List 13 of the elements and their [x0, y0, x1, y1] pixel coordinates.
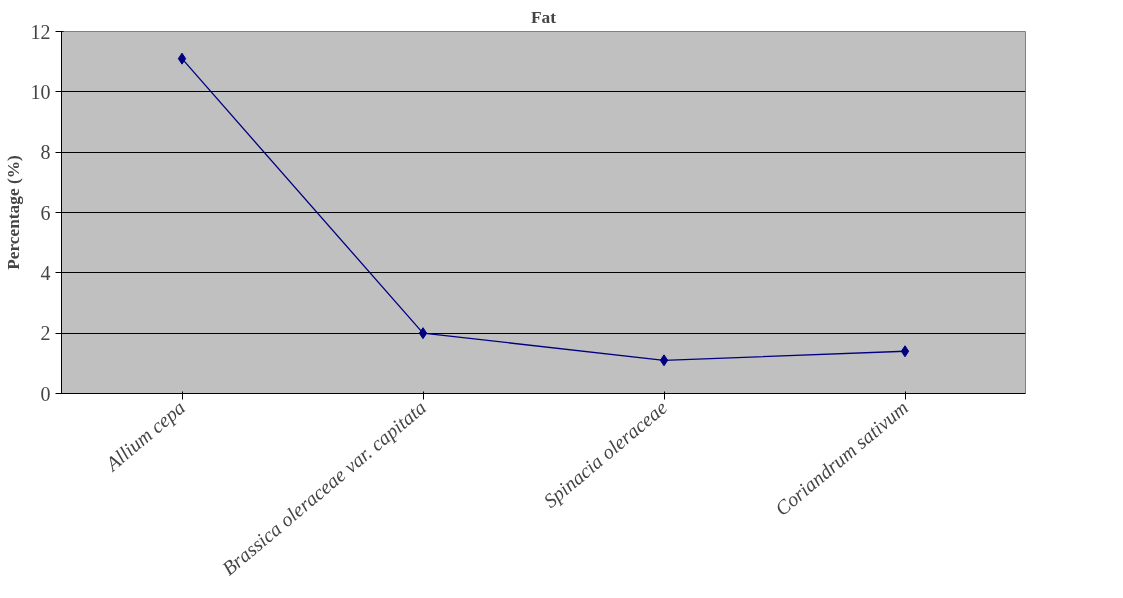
point — [900, 345, 910, 358]
y-axis-title: Percentage (%) — [3, 154, 23, 270]
y-tick-label: 6 — [40, 201, 51, 224]
y-tick-label: 2 — [40, 322, 51, 345]
y-tick-label: 0 — [40, 382, 51, 405]
chart-title: Fat — [530, 7, 557, 27]
y-tick-label: 4 — [40, 261, 51, 284]
point — [177, 52, 187, 65]
y-tick-label: 8 — [40, 141, 51, 164]
point — [659, 354, 669, 367]
y-tick-label: 10 — [30, 80, 51, 103]
point — [418, 327, 428, 340]
y-tick-label: 12 — [30, 20, 51, 43]
